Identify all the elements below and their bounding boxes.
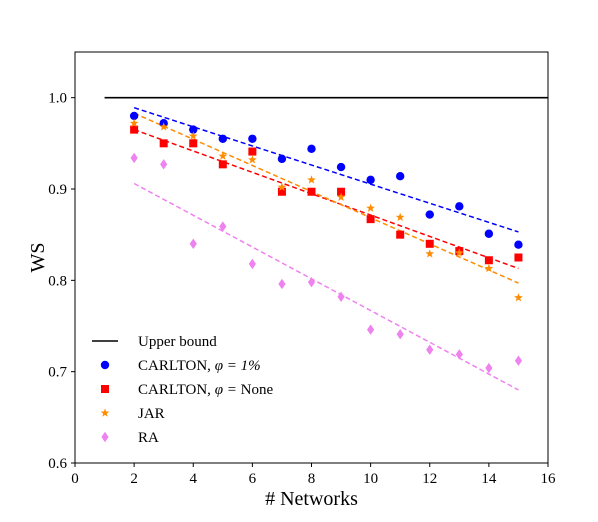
legend-label-math: φ = <box>215 382 241 398</box>
y-tick-label: 0.9 <box>48 182 67 198</box>
series-0-point <box>455 202 464 211</box>
series-0-point <box>307 144 316 154</box>
series-2-point <box>277 182 287 191</box>
series-1-trend-line <box>133 128 519 270</box>
series-2-point <box>425 249 435 258</box>
series-1-point <box>248 147 257 156</box>
series-2-point <box>454 248 464 257</box>
series-3-point <box>396 329 404 340</box>
legend-series-3-swatch <box>101 431 109 443</box>
series-2-point <box>218 151 228 160</box>
series-0-point <box>218 134 228 143</box>
series-3-point <box>307 276 316 288</box>
x-tick-label: 14 <box>481 471 497 487</box>
series-2-point <box>395 212 405 222</box>
series-3-point <box>160 159 168 170</box>
x-tick-label: 2 <box>130 471 138 487</box>
series-0-point <box>248 134 257 143</box>
series-3-point <box>455 349 463 360</box>
series-2-point <box>188 131 198 140</box>
legend-upper-bound-label: Upper bound <box>138 334 217 350</box>
series-0-point <box>395 172 405 181</box>
series-3-point <box>485 362 493 374</box>
series-0-point <box>277 154 287 164</box>
series-3-point <box>426 344 434 355</box>
series-3-point <box>278 278 286 290</box>
series-0-point <box>336 162 346 172</box>
axes-frame <box>74 51 549 464</box>
series-1-point <box>307 187 316 196</box>
series-1-point <box>366 215 375 224</box>
legend-series-1-swatch <box>101 385 109 393</box>
legend-label-text: RA <box>138 430 159 446</box>
series-3-point <box>130 152 138 164</box>
y-tick-label: 0.7 <box>48 365 67 381</box>
series-3-trend-line <box>133 182 519 391</box>
series-0-point <box>425 210 434 219</box>
x-tick-label: 16 <box>541 471 557 487</box>
x-tick-label: 12 <box>422 471 437 487</box>
series-1-point <box>159 139 168 148</box>
legend-label-suffix: None <box>241 382 274 398</box>
series-0-trend-line <box>133 106 519 233</box>
series-0-point <box>484 229 494 238</box>
series-2-trend-line <box>133 112 519 284</box>
series-1-point <box>514 253 523 262</box>
legend-series-3-label: RA <box>138 430 159 446</box>
series-2-point <box>484 263 494 273</box>
series-1-point <box>425 239 434 248</box>
axes: 0 2 4 6 8 10 12 14 16 0.6 0.7 0.8 0.9 1.0 # Networks WS <box>27 51 557 510</box>
series-0-point <box>366 175 375 185</box>
y-tick-label: 0.6 <box>48 456 67 472</box>
plot-area <box>104 96 548 391</box>
series-1-point <box>189 139 198 148</box>
series-1-point <box>484 256 493 265</box>
series-2-point <box>129 118 139 127</box>
series-3-point <box>189 238 197 249</box>
x-axis-label: # Networks <box>265 488 358 510</box>
legend-series-2-label: JAR <box>138 406 165 422</box>
legend-series-0-swatch <box>100 360 110 370</box>
x-tick-label: 0 <box>71 471 79 487</box>
series-2-point <box>248 155 257 164</box>
x-tick-label: 8 <box>308 471 316 487</box>
series-2-point <box>159 122 169 131</box>
series-0-point <box>189 125 198 134</box>
series-2-point <box>514 293 523 302</box>
x-tick-label: 10 <box>363 471 378 487</box>
series-2-point <box>366 203 375 212</box>
series-2-point <box>307 175 316 184</box>
legend-label-math: φ = 1% <box>215 358 261 374</box>
x-tick-label: 6 <box>249 471 257 487</box>
legend-label-text: CARLTON, <box>138 358 215 374</box>
series-0-point <box>514 240 523 249</box>
legend-series-1-label: CARLTON, φ = None <box>138 382 273 398</box>
y-tick-label: 0.8 <box>48 273 67 289</box>
y-tick-label: 1.0 <box>48 91 67 107</box>
series-1-point <box>396 230 405 239</box>
legend-label-text: JAR <box>138 406 165 422</box>
series-2-point <box>336 192 346 201</box>
legend-label-text: CARLTON, <box>138 382 215 398</box>
x-tick-label: 4 <box>190 471 198 487</box>
series-1-point <box>218 160 227 169</box>
series-3-point <box>367 324 375 335</box>
series-3-point <box>514 355 523 366</box>
series-1-point <box>130 125 139 134</box>
series-3-point <box>337 291 345 302</box>
series-0-point <box>129 111 139 121</box>
series-3-point <box>219 221 227 232</box>
series-3-point <box>248 258 256 270</box>
legend-series-2-swatch <box>100 408 110 417</box>
legend-series-0-label: CARLTON, φ = 1% <box>138 358 261 374</box>
series-1-point <box>277 187 286 196</box>
series-1-point <box>337 187 346 196</box>
y-axis-label: WS <box>27 243 49 273</box>
